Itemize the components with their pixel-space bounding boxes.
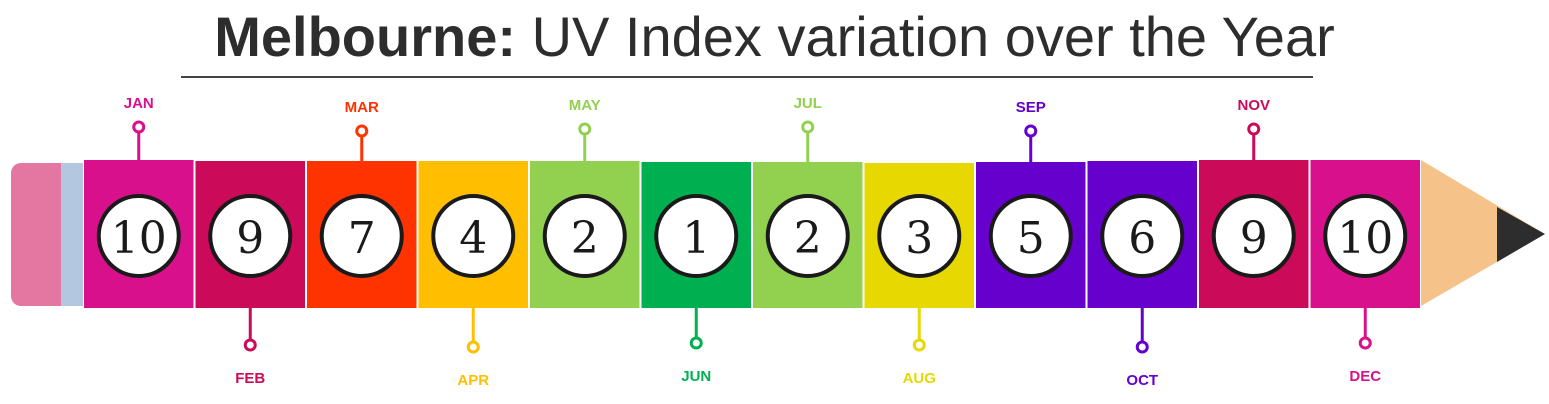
month-label: DEC	[1349, 368, 1381, 385]
uv-value-label: 1	[682, 213, 710, 264]
uv-value-label: 4	[459, 213, 487, 264]
connector-dot	[1135, 340, 1149, 354]
month-label: JUL	[794, 95, 822, 112]
connector-dot	[1024, 124, 1038, 138]
chart-title: Melbourne: UV Index variation over the Y…	[0, 4, 1549, 70]
title-underline	[181, 76, 1313, 78]
pencil-lead	[1497, 207, 1545, 262]
pencil-wood-tip	[1421, 160, 1545, 306]
month-label: JAN	[124, 95, 154, 112]
uv-value-label: 6	[1128, 213, 1156, 264]
connector-dot	[132, 120, 146, 134]
uv-value-circle	[96, 194, 181, 278]
uv-value-label: 7	[348, 213, 376, 264]
uv-value-circle	[542, 194, 627, 278]
connector-dot	[689, 336, 703, 350]
connector-dot	[912, 338, 926, 352]
month-label: AUG	[903, 370, 936, 387]
month-label: APR	[457, 372, 489, 389]
connector-dot	[1358, 336, 1372, 350]
connector-dot	[801, 120, 815, 134]
uv-value-circle	[1323, 194, 1408, 278]
uv-value-circle	[765, 194, 850, 278]
chart-title-rest: UV Index variation over the Year	[531, 5, 1335, 68]
uv-value-label: 9	[1240, 213, 1268, 264]
month-label: OCT	[1126, 372, 1158, 389]
month-label: FEB	[235, 370, 265, 387]
month-label: MAR	[345, 99, 379, 116]
month-label: SEP	[1016, 99, 1046, 116]
uv-value-label: 9	[236, 213, 264, 264]
uv-value-circle	[431, 194, 516, 278]
uv-value-label: 2	[794, 213, 822, 264]
connector-dot	[1247, 122, 1261, 136]
pencil-eraser	[11, 163, 71, 306]
uv-value-label: 10	[1337, 213, 1393, 264]
month-label: NOV	[1237, 97, 1270, 114]
uv-value-label: 2	[571, 213, 599, 264]
pencil-ferrule	[61, 163, 83, 306]
uv-value-circle	[988, 194, 1073, 278]
uv-value-label: 5	[1017, 213, 1045, 264]
chart-title-bold: Melbourne:	[214, 5, 517, 68]
connector-dot	[578, 122, 592, 136]
uv-value-circle	[319, 194, 404, 278]
connector-dot	[243, 338, 257, 352]
uv-value-label: 3	[905, 213, 933, 264]
connector-dot	[466, 340, 480, 354]
connector-dot	[355, 124, 369, 138]
month-label: MAY	[569, 97, 601, 114]
uv-value-label: 10	[111, 213, 167, 264]
uv-value-circle	[1100, 194, 1185, 278]
uv-value-circle	[877, 194, 962, 278]
uv-value-circle	[1211, 194, 1296, 278]
uv-value-circle	[208, 194, 293, 278]
uv-value-circle	[654, 194, 739, 278]
month-label: JUN	[681, 368, 711, 385]
